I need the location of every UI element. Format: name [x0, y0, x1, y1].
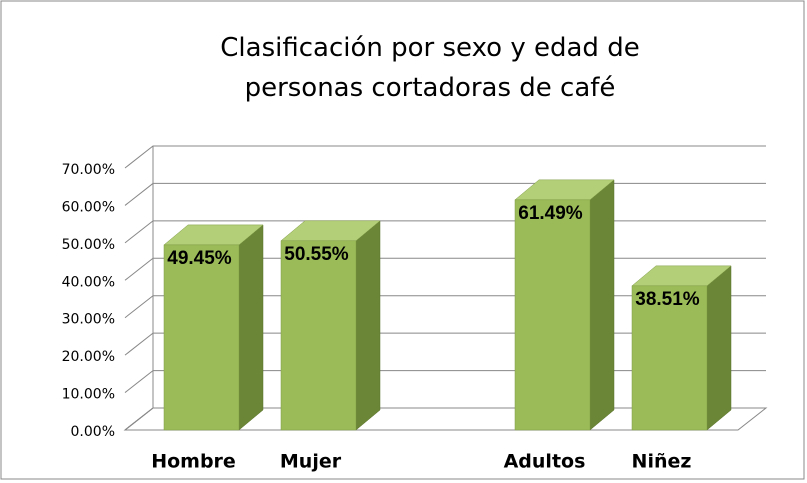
x-tick-label: Mujer [280, 451, 342, 473]
grid-line [124, 145, 766, 169]
value-label: 50.55% [284, 244, 349, 265]
y-tick-label: 60.00% [62, 199, 115, 215]
value-label: 61.49% [518, 203, 583, 224]
y-tick-label: 10.00% [62, 387, 115, 403]
y-tick-label: 50.00% [62, 237, 115, 253]
value-label: 49.45% [167, 248, 232, 269]
bar-side [355, 220, 381, 431]
value-label: 38.51% [635, 289, 700, 310]
y-tick-label: 20.00% [62, 349, 115, 365]
bar [514, 199, 591, 431]
bar-side [238, 224, 264, 431]
x-tick-label: Adultos [504, 451, 586, 473]
y-tick-label: 70.00% [62, 162, 115, 178]
bar [280, 240, 357, 431]
bar-side [589, 179, 615, 431]
y-tick-label: 40.00% [62, 274, 115, 290]
y-tick-label: 30.00% [62, 312, 115, 328]
bar [631, 285, 708, 431]
chart-title: Clasificación por sexo y edad de persona… [220, 33, 640, 103]
x-tick-label: Hombre [151, 451, 236, 473]
bar [163, 244, 240, 431]
grid-line [124, 182, 766, 206]
bar-side [706, 265, 732, 431]
left-wall [124, 146, 154, 431]
y-tick-label: 0.00% [71, 424, 115, 440]
x-tick-label: Niñez [632, 451, 692, 473]
